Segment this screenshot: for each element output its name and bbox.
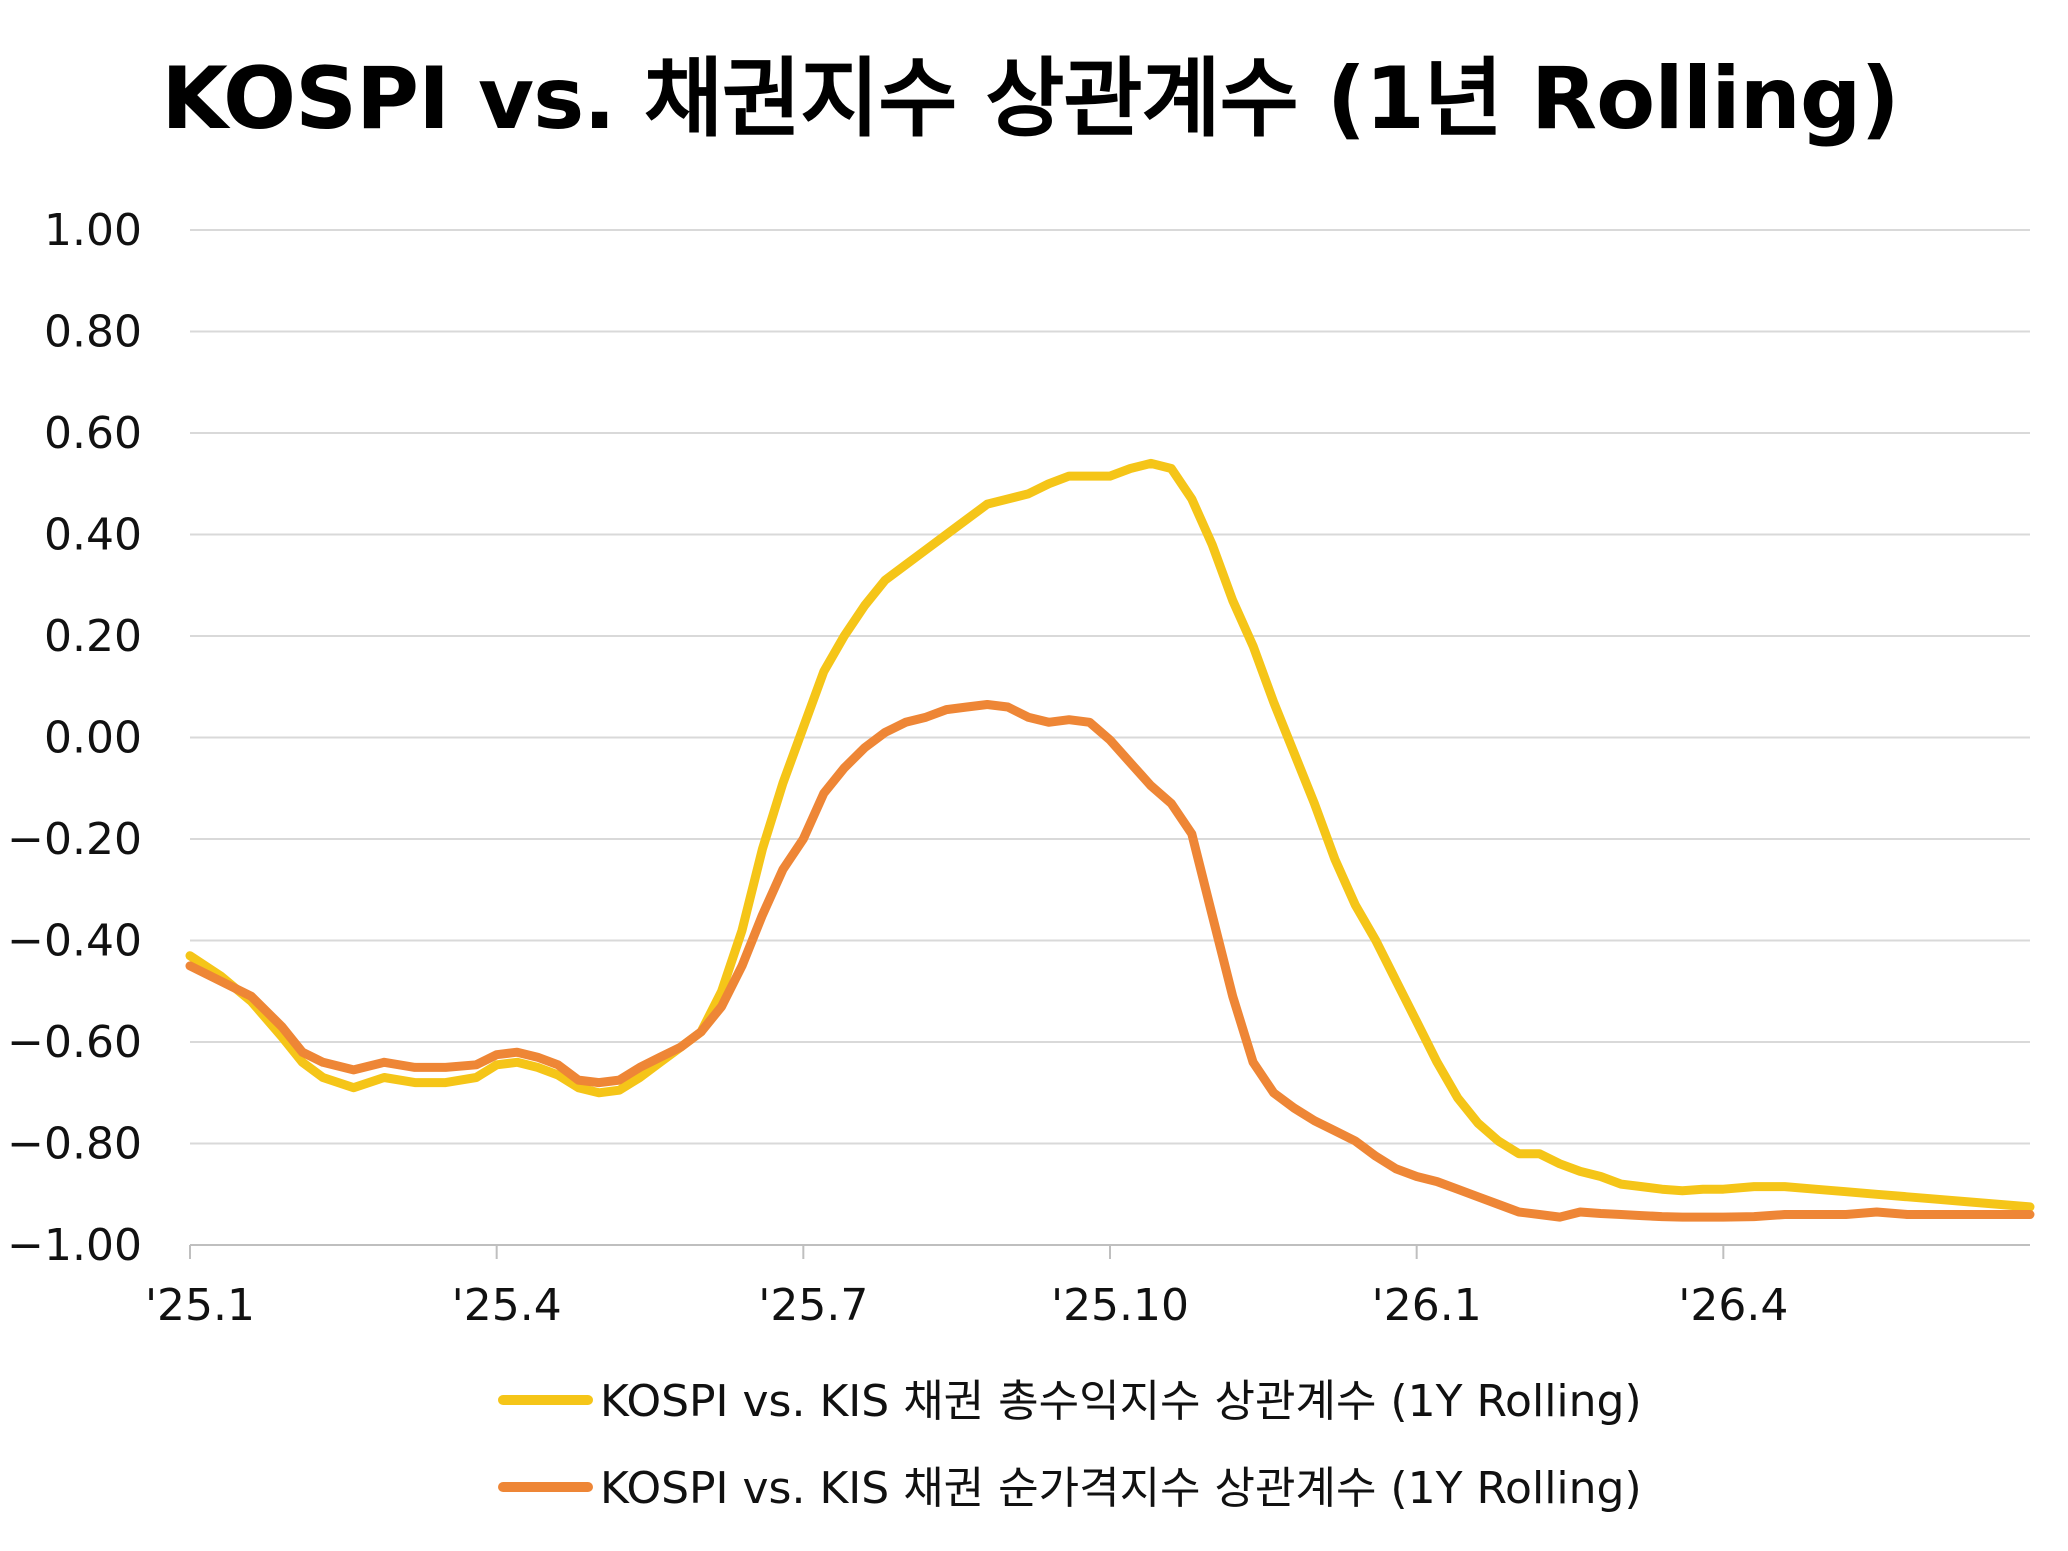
series-line-2 [185,700,2035,1222]
x-tick-label: '26.1 [1372,1280,1482,1331]
series-lines [185,458,2035,1222]
chart-title: KOSPI vs. 채권지수 상관계수 (1년 Rolling) [161,49,1899,149]
x-axis-ticks: '25.1 '25.4 '25.7 '25.10 '26.1 '26.4 [145,1245,1788,1331]
y-tick-label: −0.60 [7,1017,142,1068]
x-tick-label: '25.10 [1051,1280,1189,1331]
gridlines [190,229,2030,1145]
y-tick-label: −1.00 [7,1220,142,1271]
x-tick-label: '26.4 [1678,1280,1788,1331]
legend-label: KOSPI vs. KIS 채권 순가격지수 상관계수 (1Y Rolling) [600,1463,1642,1514]
y-tick-label: 0.20 [44,611,142,662]
series-line-1 [185,458,2035,1212]
x-tick-label: '25.1 [145,1280,255,1331]
y-tick-label: −0.80 [7,1119,142,1170]
y-tick-label: −0.20 [7,814,142,865]
legend-label: KOSPI vs. KIS 채권 총수익지수 상관계수 (1Y Rolling) [600,1376,1642,1427]
y-tick-label: −0.40 [7,916,142,967]
y-axis-ticks: 1.00 0.80 0.60 0.40 0.20 0.00 −0.20 −0.40 −0.60 −… [7,205,142,1271]
x-tick-label: '25.7 [758,1280,868,1331]
legend: KOSPI vs. KIS 채권 총수익지수 상관계수 (1Y Rolling)… [498,1376,1642,1514]
y-tick-label: 0.40 [44,510,142,561]
y-tick-label: 1.00 [44,205,142,256]
y-tick-label: 0.60 [44,408,142,459]
x-tick-label: '25.4 [452,1280,562,1331]
y-tick-label: 0.00 [44,713,142,764]
y-tick-label: 0.80 [44,307,142,358]
